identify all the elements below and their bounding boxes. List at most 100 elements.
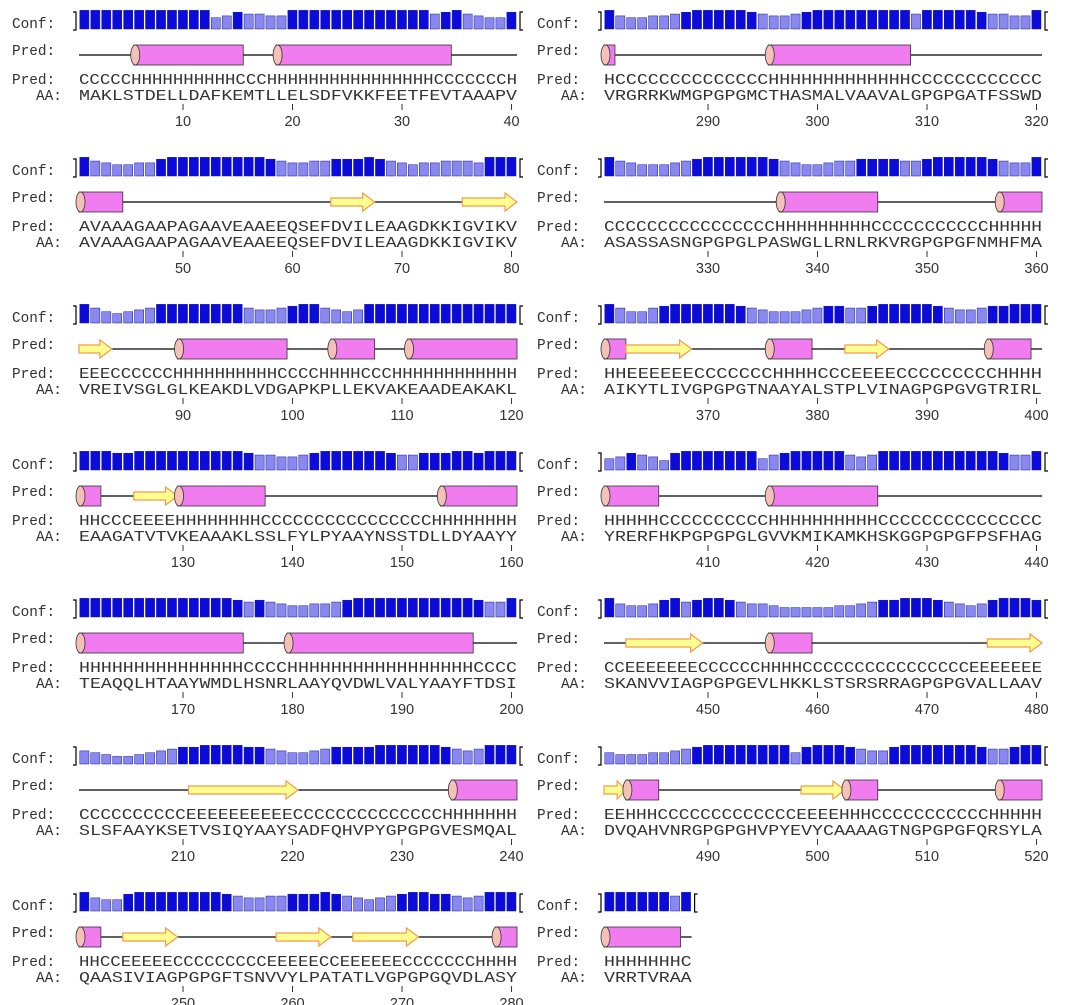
block-12: Conf:Pred:Pred:AA:CCEEEEEEECCCCCCHHHHCCC… bbox=[537, 598, 1049, 718]
conf-bar bbox=[167, 451, 177, 471]
conf-bar bbox=[965, 451, 976, 471]
conf-bar bbox=[287, 162, 298, 177]
conf-bar bbox=[626, 311, 637, 324]
conf-bar bbox=[604, 458, 615, 471]
conf-bar bbox=[812, 745, 823, 765]
conf-bar bbox=[232, 599, 243, 618]
conf-bar bbox=[900, 160, 910, 177]
conf-bar bbox=[746, 157, 757, 177]
conf-bar bbox=[298, 454, 309, 471]
conf-bar bbox=[90, 10, 101, 30]
helix-cap bbox=[764, 485, 775, 507]
conf-bar bbox=[976, 603, 987, 618]
conf-bar bbox=[900, 745, 910, 765]
pred-string: HHHHHHHHHHHHHHHCCCCHHHHHHHHHHHHHHHHHCCCC bbox=[79, 661, 517, 677]
conf-bar bbox=[276, 160, 287, 177]
conf-bar bbox=[79, 892, 90, 912]
conf-bar bbox=[648, 456, 658, 471]
conf-bar bbox=[232, 11, 243, 30]
conf-bar bbox=[309, 10, 320, 30]
conf-bar bbox=[856, 748, 867, 765]
tick-label: 190 bbox=[390, 702, 414, 718]
conf-bar bbox=[735, 157, 746, 177]
conf-bar bbox=[604, 598, 615, 618]
conf-bar bbox=[265, 748, 276, 765]
conf-bar bbox=[768, 745, 779, 765]
conf-bar bbox=[440, 893, 451, 912]
conf-bar bbox=[878, 10, 888, 30]
conf-bar bbox=[812, 164, 823, 177]
conf-bar bbox=[440, 304, 451, 324]
conf-bar bbox=[243, 746, 254, 765]
conf-bar bbox=[232, 304, 243, 324]
conf-bar bbox=[309, 160, 320, 177]
aa-label: AA: bbox=[561, 383, 587, 399]
conf-bar bbox=[221, 304, 232, 324]
helix-segment bbox=[286, 632, 474, 654]
conf-bar bbox=[309, 452, 320, 471]
helix-cap bbox=[174, 338, 184, 360]
conf-bar bbox=[462, 750, 473, 765]
conf-bar bbox=[200, 892, 210, 912]
conf-bar bbox=[1009, 304, 1020, 324]
pred-line-label: Pred: bbox=[12, 808, 55, 824]
conf-bar bbox=[386, 452, 396, 471]
conf-bar bbox=[484, 304, 495, 324]
tick-label: 100 bbox=[280, 408, 304, 424]
conf-bar bbox=[976, 11, 987, 30]
conf-bar bbox=[681, 304, 691, 324]
conf-bar bbox=[670, 304, 680, 324]
conf-bar bbox=[703, 10, 713, 30]
conf-bar bbox=[757, 603, 768, 618]
conf-bar bbox=[287, 893, 298, 912]
conf-bar bbox=[265, 15, 276, 30]
conf-bar bbox=[298, 162, 309, 177]
aa-label: AA: bbox=[561, 677, 587, 693]
strand-arrow bbox=[625, 338, 693, 360]
conf-bar bbox=[200, 157, 210, 177]
conf-bracket-left bbox=[73, 11, 77, 31]
conf-bar bbox=[768, 454, 779, 471]
conf-bar bbox=[670, 452, 680, 471]
conf-bar bbox=[615, 307, 626, 324]
conf-bracket-right bbox=[519, 11, 523, 31]
strand-arrow bbox=[122, 926, 179, 948]
conf-bar bbox=[790, 162, 801, 177]
conf-bar bbox=[178, 892, 188, 912]
helix-cap bbox=[272, 44, 283, 66]
conf-bar bbox=[878, 158, 888, 177]
conf-bar bbox=[801, 451, 812, 471]
conf-bar bbox=[451, 748, 462, 765]
pred-line-label: Pred: bbox=[12, 955, 55, 971]
pred-string: CCCCCCCCCCEEEEEEEEEECCCCCCCCCCCCCCHHHHHH… bbox=[79, 808, 517, 824]
conf-bar bbox=[243, 13, 254, 30]
conf-bar bbox=[725, 10, 735, 30]
conf-bar bbox=[210, 892, 221, 912]
helix-segment bbox=[767, 485, 879, 507]
conf-label: Conf: bbox=[537, 605, 580, 621]
tick-label: 470 bbox=[915, 702, 939, 718]
aa-string: YRERFHKPGPGPGLGVVKMIKAMKHSKGGPGPGFPSFHAG bbox=[604, 530, 1042, 546]
conf-bar bbox=[626, 452, 637, 471]
conf-bar bbox=[692, 158, 702, 177]
helix-cap bbox=[130, 44, 141, 66]
conf-bar bbox=[900, 304, 910, 324]
conf-bar bbox=[604, 752, 615, 765]
conf-bar bbox=[243, 452, 254, 471]
conf-bar bbox=[922, 451, 932, 471]
conf-bar bbox=[440, 11, 451, 30]
conf-bar bbox=[473, 895, 484, 912]
conf-bar bbox=[626, 162, 637, 177]
pred-string: AVAAAGAAPAGAAVEAAEEQSEFDVILEAAGDKKIGVIKV bbox=[79, 220, 517, 236]
conf-bar bbox=[889, 304, 899, 324]
conf-bar bbox=[419, 892, 429, 912]
conf-bar bbox=[298, 752, 309, 765]
pred-label: Pred: bbox=[537, 485, 580, 501]
conf-bar bbox=[659, 752, 669, 765]
conf-bar bbox=[692, 599, 702, 618]
conf-bar bbox=[911, 598, 921, 618]
conf-bar bbox=[112, 313, 123, 324]
conf-bar bbox=[604, 892, 615, 912]
conf-bar bbox=[123, 10, 133, 30]
